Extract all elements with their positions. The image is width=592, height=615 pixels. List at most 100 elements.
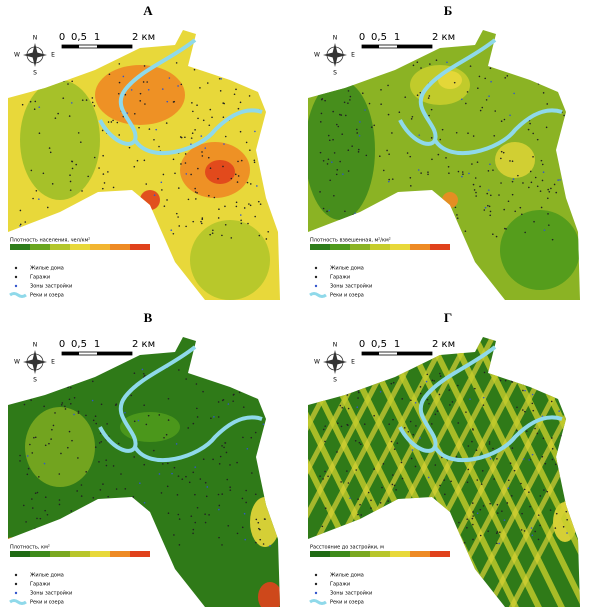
building-dot: [251, 472, 253, 474]
building-dot: [185, 173, 188, 175]
building-dot: [70, 102, 73, 104]
building-dot: [355, 469, 358, 471]
building-dot: [118, 81, 121, 84]
building-dot: [102, 187, 104, 190]
legend-item: Гаражи: [30, 275, 50, 281]
building-dot: [437, 153, 440, 156]
building-dot: [511, 495, 513, 497]
building-dot: [444, 493, 446, 496]
building-dot: [503, 519, 506, 521]
building-dot: [356, 128, 358, 131]
building-dot: [71, 514, 74, 517]
building-dot: [359, 219, 361, 221]
building-dot: [546, 103, 549, 105]
building-dot: [554, 463, 557, 466]
building-dot: [240, 222, 243, 225]
building-dot: [516, 60, 519, 63]
building-dot: [532, 132, 534, 135]
building-dot: [357, 391, 360, 394]
building-dot: [104, 218, 107, 220]
building-dot: [91, 97, 94, 99]
building-dot: [409, 420, 412, 423]
building-dot: [91, 380, 94, 383]
building-dot: [38, 132, 41, 135]
building-dot: [479, 534, 482, 537]
building-dot: [146, 81, 148, 83]
building-dot: [158, 145, 160, 148]
building-dot: [513, 469, 516, 472]
building-dot: [237, 160, 239, 163]
building-dot: [91, 399, 94, 402]
building-dot: [563, 452, 565, 455]
building-dot: [392, 503, 395, 505]
building-dot: [373, 468, 376, 470]
building-dot: [221, 445, 223, 447]
legend-item: Зоны застройки: [330, 590, 372, 597]
legend-title: Расстояние до застройки, м: [310, 544, 384, 551]
zone: [250, 497, 280, 547]
building-dot: [409, 155, 412, 158]
building-dot: [555, 191, 558, 194]
building-dot: [431, 379, 434, 382]
building-dot: [495, 532, 498, 534]
building-dot: [119, 222, 122, 225]
river: [398, 345, 563, 463]
building-dot: [85, 541, 88, 544]
building-dot: [472, 135, 475, 137]
building-dot: [236, 532, 239, 535]
building-dot: [32, 197, 34, 200]
building-dot: [561, 371, 564, 374]
building-dot: [239, 214, 242, 216]
building-dot: [175, 443, 178, 445]
building-dot: [86, 373, 89, 376]
building-dot: [101, 194, 104, 197]
building-dot: [568, 156, 570, 159]
scale-label: 0,5: [371, 32, 387, 43]
building-dot: [38, 476, 40, 478]
building-dot: [190, 173, 192, 176]
building-dot: [450, 480, 452, 483]
building-dot: [320, 396, 323, 398]
building-dot: [398, 111, 401, 113]
building-dot: [217, 416, 220, 418]
building-dot: [426, 373, 429, 376]
building-dot: [205, 495, 208, 498]
building-dot: [267, 135, 270, 137]
building-dot: [43, 405, 45, 408]
building-dot: [38, 59, 40, 62]
building-dot: [201, 151, 203, 153]
building-dot: [370, 126, 373, 128]
building-dot: [245, 141, 248, 144]
building-dot: [487, 204, 489, 207]
building-dot: [206, 486, 209, 488]
building-dot: [77, 132, 80, 134]
building-dot: [244, 538, 247, 541]
building-dot: [173, 100, 176, 103]
building-dot: [341, 133, 344, 135]
map-panel: В N S W E 0 0,5 1 2 км Плотность, км² Жилые дома Га…: [8, 310, 280, 607]
scale-label: 0,5: [71, 32, 87, 43]
building-dot: [50, 68, 53, 71]
building-dot: [33, 108, 36, 111]
building-dot: [31, 452, 34, 454]
building-dot: [500, 157, 502, 160]
building-dot: [551, 458, 554, 461]
building-dot: [449, 404, 451, 406]
building-dot: [143, 532, 145, 534]
scale-label: 2 км: [132, 32, 155, 43]
compass-label: N: [333, 342, 338, 349]
building-dot: [337, 125, 340, 128]
building-dot: [393, 448, 396, 450]
zone: [495, 142, 535, 178]
building-dot: [19, 454, 21, 457]
building-dot: [112, 220, 115, 222]
building-dot: [494, 110, 497, 112]
building-dot: [165, 122, 168, 124]
building-dot: [269, 545, 271, 547]
building-dot: [445, 537, 448, 539]
building-dot: [240, 371, 242, 373]
building-dot: [226, 478, 229, 481]
building-dot: [196, 104, 198, 107]
building-dot: [493, 134, 496, 137]
building-dot: [264, 426, 267, 429]
